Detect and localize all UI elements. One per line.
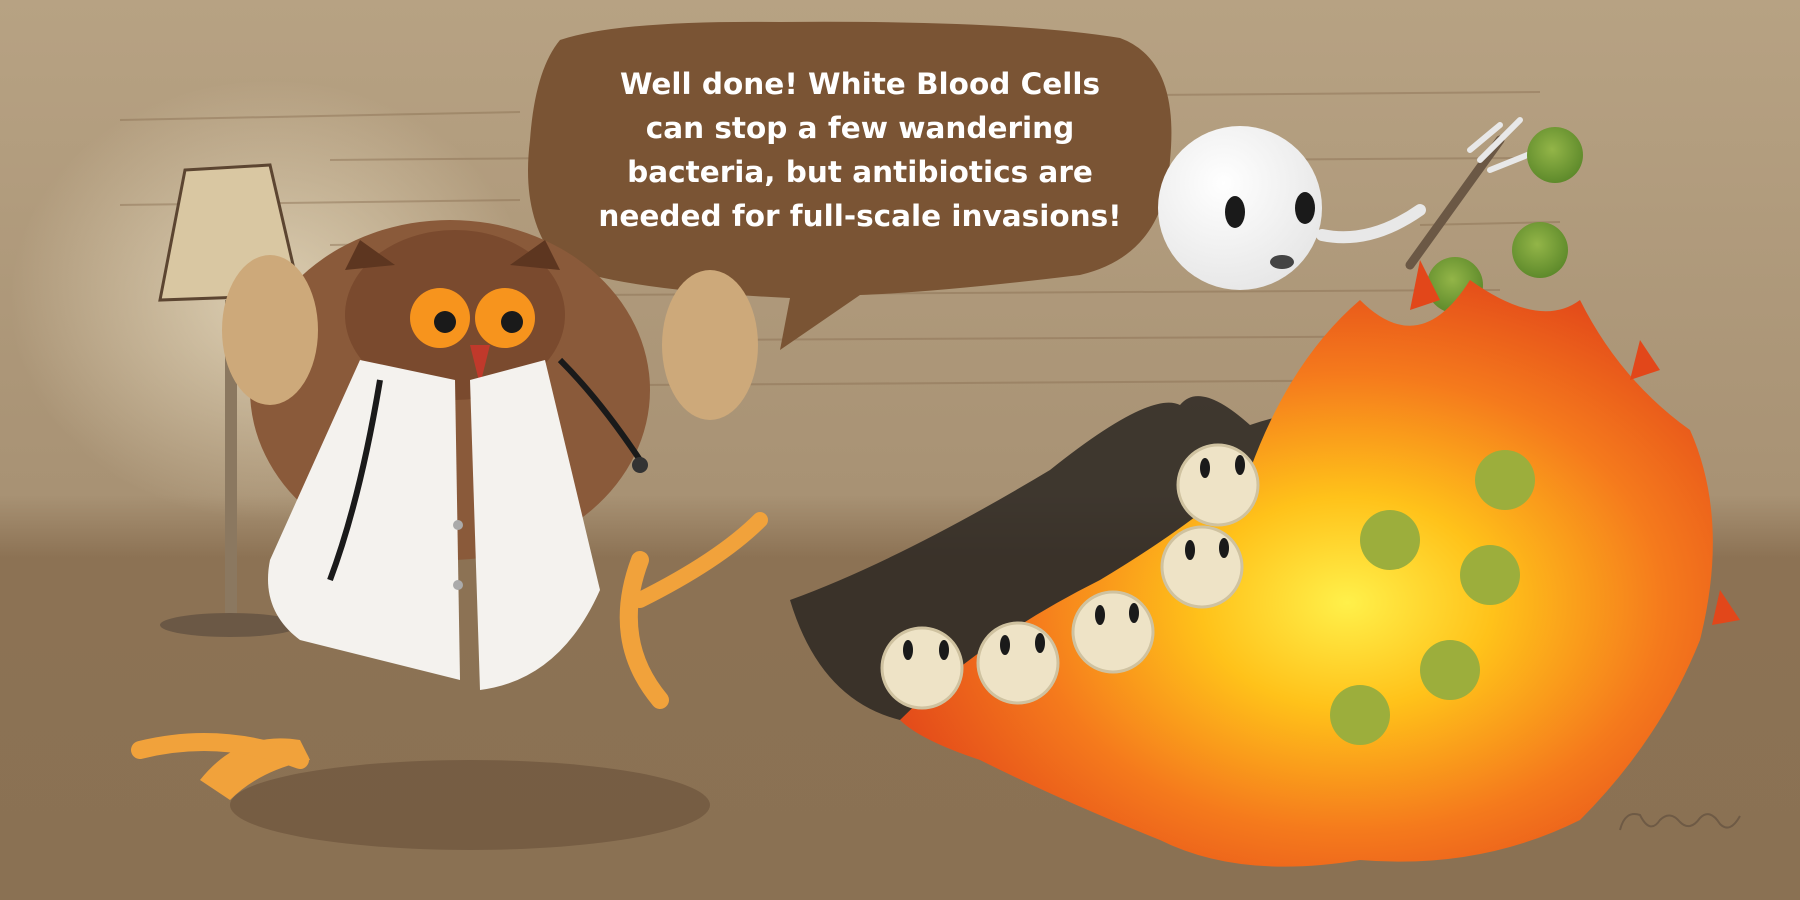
speech-line-1: Well done! White Blood Cells bbox=[619, 67, 1101, 101]
bacteria bbox=[1512, 222, 1568, 278]
antibiotic-pill bbox=[1160, 525, 1244, 609]
floor-shadow bbox=[230, 760, 710, 850]
bacteria bbox=[1330, 685, 1390, 745]
antibiotic-pill bbox=[880, 626, 964, 710]
bacteria bbox=[1420, 640, 1480, 700]
white-blood-cell bbox=[1158, 117, 1543, 290]
artist-signature bbox=[1619, 813, 1741, 831]
bacteria-group-fire bbox=[1330, 450, 1535, 745]
antibiotic-pills bbox=[880, 443, 1260, 710]
speech-line-4: needed for full-scale invasions! bbox=[598, 199, 1122, 233]
bacteria bbox=[1360, 510, 1420, 570]
speech-line-2: can stop a few wandering bbox=[645, 111, 1075, 145]
speech-bubble-text: Well done! White Blood Cells can stop a … bbox=[580, 62, 1140, 238]
antibiotic-pill bbox=[976, 621, 1060, 705]
thumbs-up-left bbox=[222, 255, 318, 405]
bacteria bbox=[1527, 127, 1583, 183]
bacteria bbox=[1475, 450, 1535, 510]
fire-breath bbox=[900, 260, 1740, 867]
thumbs-up-right bbox=[662, 270, 758, 420]
rake-handle bbox=[1405, 135, 1505, 270]
speech-line-3: bacteria, but antibiotics are bbox=[627, 155, 1093, 189]
owl-doctor bbox=[131, 220, 768, 800]
antibiotic-pill bbox=[1071, 590, 1155, 674]
antibiotic-pill bbox=[1176, 443, 1260, 527]
bacteria bbox=[1460, 545, 1520, 605]
speech-bubble bbox=[528, 21, 1172, 351]
